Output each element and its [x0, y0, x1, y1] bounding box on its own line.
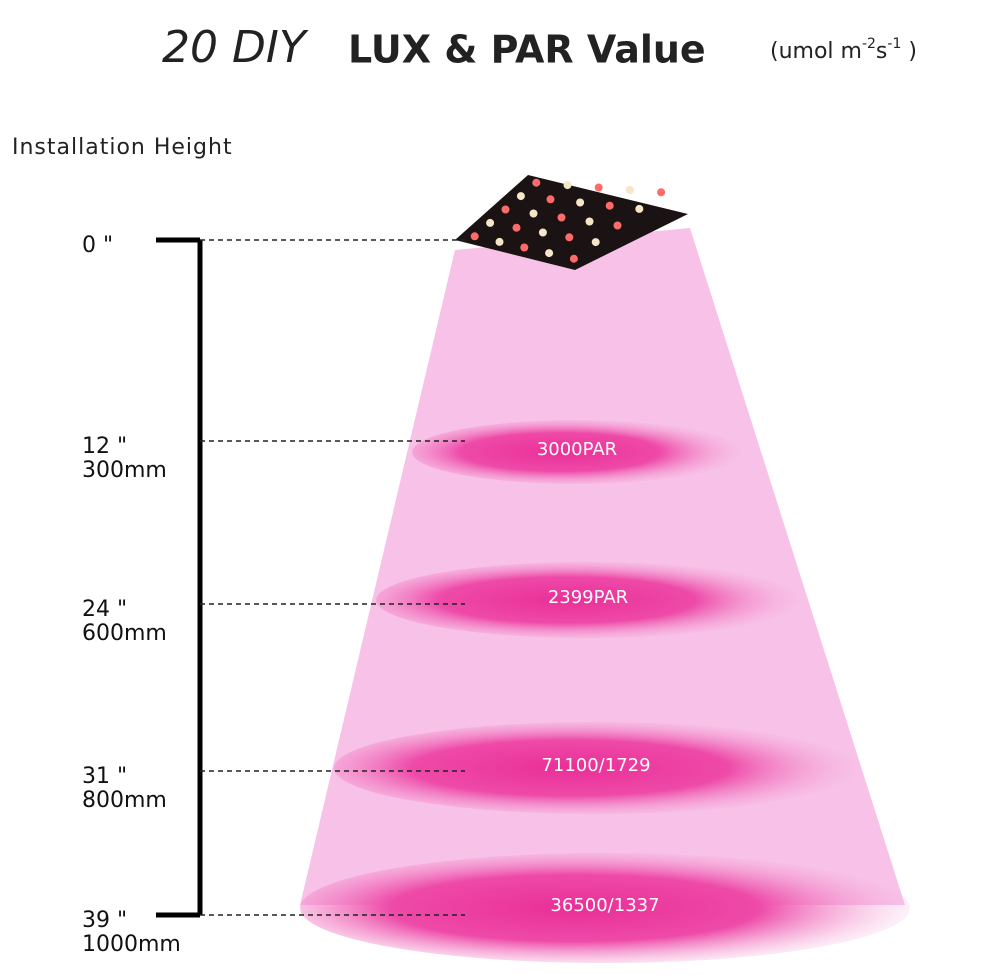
- metric-label: 1000mm: [82, 932, 181, 957]
- led: [486, 218, 495, 227]
- led: [546, 195, 555, 204]
- led: [569, 254, 578, 263]
- led: [532, 178, 541, 187]
- led: [625, 185, 634, 194]
- led: [591, 238, 600, 247]
- led: [516, 192, 525, 201]
- metric-label: 600mm: [82, 621, 167, 646]
- led: [557, 213, 566, 222]
- led: [470, 232, 479, 241]
- title-main: LUX & PAR Value: [348, 28, 706, 72]
- unit-text: ): [901, 39, 917, 64]
- light-spot: [376, 562, 800, 638]
- reading-label: 2399PAR: [548, 587, 628, 608]
- led: [563, 181, 572, 190]
- led: [512, 223, 521, 232]
- reading-label: 3000PAR: [537, 439, 617, 460]
- height-label: 24 ": [82, 597, 127, 622]
- title-prefix: 20 DIY: [162, 22, 309, 73]
- led: [520, 243, 529, 252]
- led: [501, 205, 510, 214]
- light-spot: [300, 853, 910, 963]
- height-label: 39 ": [82, 908, 127, 933]
- light-spot: [334, 722, 858, 814]
- unit-text: s: [876, 39, 887, 64]
- height-label: 31 ": [82, 764, 127, 789]
- height-label: 12 ": [82, 434, 127, 459]
- metric-label: 800mm: [82, 788, 167, 813]
- unit-sup: -2: [862, 36, 876, 52]
- led: [576, 198, 585, 207]
- leds: [470, 178, 666, 263]
- led: [529, 209, 538, 218]
- lamp-panel: [455, 175, 688, 270]
- axis-label: Installation Height: [12, 135, 233, 160]
- height-label: 0 ": [82, 233, 113, 258]
- metric-label: 300mm: [82, 458, 167, 483]
- led: [657, 188, 666, 197]
- led: [585, 217, 594, 226]
- unit-sup: -1: [887, 36, 901, 52]
- light-spot: [412, 420, 742, 484]
- led: [613, 221, 622, 230]
- reading-label: 36500/1337: [550, 895, 659, 916]
- reading-label: 71100/1729: [541, 755, 650, 776]
- title-unit: (umol m-2s-1 ): [770, 36, 917, 64]
- led: [635, 204, 644, 213]
- unit-text: (umol m: [770, 39, 862, 64]
- led: [545, 249, 554, 258]
- led: [605, 201, 614, 210]
- led: [594, 183, 603, 192]
- led: [538, 228, 547, 237]
- led: [495, 237, 504, 246]
- led: [565, 233, 574, 242]
